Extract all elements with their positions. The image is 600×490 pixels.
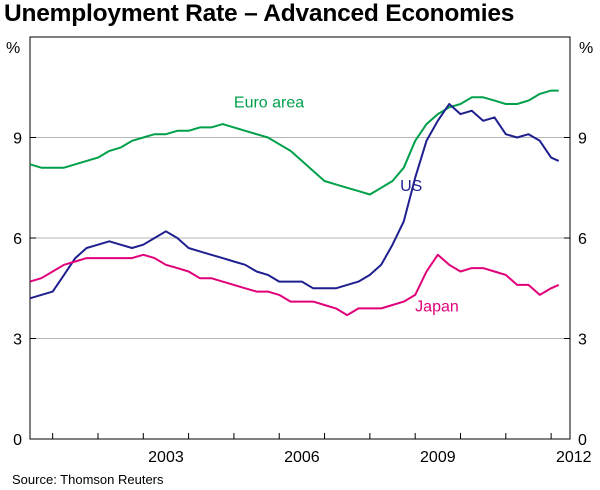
y-axis-unit-left: % — [6, 40, 20, 57]
y-axis-unit-right: % — [579, 40, 593, 57]
series-label-japan: Japan — [415, 299, 459, 316]
series-label-us: US — [400, 178, 422, 195]
y-tick-label-right: 3 — [578, 332, 587, 349]
series-line-us — [29, 103, 560, 300]
x-tick-label: 2003 — [148, 449, 184, 466]
x-tick-label: 2012 — [556, 449, 592, 466]
y-tick-label-left: 0 — [13, 432, 22, 449]
y-tick-label-right: 9 — [578, 131, 587, 148]
y-tick-label-left: 6 — [13, 231, 22, 248]
y-tick-label-left: 9 — [13, 131, 22, 148]
y-tick-label-right: 0 — [578, 432, 587, 449]
x-tick-label: 2006 — [284, 449, 320, 466]
series-line-euro-area — [29, 89, 559, 196]
chart-title: Unemployment Rate – Advanced Economies — [4, 0, 515, 27]
x-tick-label: 2009 — [420, 449, 456, 466]
y-tick-label-left: 3 — [13, 332, 22, 349]
series-line-japan — [29, 253, 560, 317]
y-tick-label-right: 6 — [578, 231, 587, 248]
source-note: Source: Thomson Reuters — [12, 472, 164, 487]
series-label-euro-area: Euro area — [234, 94, 304, 111]
